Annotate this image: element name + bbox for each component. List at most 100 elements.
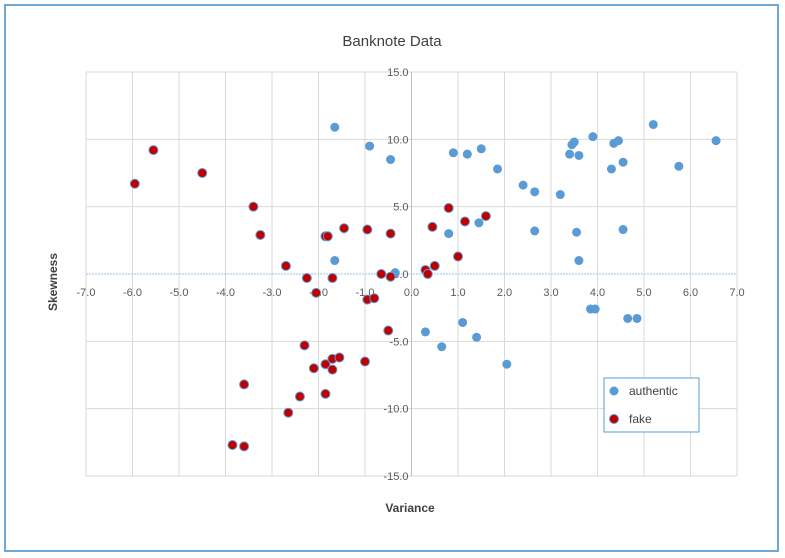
x-tick-label: 6.0 [683, 287, 698, 299]
point-fake-5 [280, 260, 291, 271]
point-authentic-15 [606, 164, 616, 174]
point-authentic-31 [437, 342, 447, 352]
point-fake-31 [327, 364, 338, 375]
x-tick-label: 3.0 [543, 287, 558, 299]
point-fake-0 [129, 178, 140, 189]
point-authentic-13 [574, 150, 584, 160]
point-authentic-21 [711, 136, 721, 146]
point-fake-36 [283, 407, 294, 418]
point-authentic-2 [386, 155, 396, 165]
y-tick-label: -10.0 [383, 404, 408, 416]
point-authentic-17 [613, 136, 623, 146]
point-authentic-38 [632, 313, 642, 323]
x-tick-label: 4.0 [590, 287, 605, 299]
point-authentic-4 [462, 149, 472, 159]
x-axis-ticks: -7.0-6.0-5.0-4.0-3.0-2.0-1.00.01.02.03.0… [77, 287, 745, 299]
point-authentic-28 [330, 256, 340, 266]
point-fake-2 [197, 168, 208, 178]
point-fake-26 [369, 293, 380, 304]
y-tick-label: -5.0 [390, 336, 409, 348]
y-tick-label: 5.0 [393, 202, 408, 214]
point-authentic-32 [458, 317, 468, 327]
point-fake-29 [320, 359, 331, 370]
x-axis-title: Variance [385, 501, 435, 515]
point-fake-15 [385, 271, 396, 282]
point-fake-38 [227, 440, 238, 451]
point-authentic-6 [493, 164, 503, 174]
point-fake-33 [360, 356, 370, 367]
point-authentic-30 [420, 327, 430, 337]
x-tick-label: 7.0 [729, 287, 744, 299]
x-tick-label: -4.0 [216, 287, 235, 299]
legend: authentic fake [603, 377, 700, 433]
point-authentic-23 [474, 218, 484, 228]
point-fake-35 [320, 388, 331, 399]
x-tick-label: 2.0 [497, 287, 512, 299]
point-authentic-0 [330, 122, 340, 132]
point-fake-3 [248, 201, 259, 212]
point-fake-11 [339, 223, 350, 234]
y-axis-title: Skewness [46, 253, 60, 311]
point-authentic-10 [565, 149, 575, 159]
point-fake-27 [299, 340, 310, 351]
point-authentic-26 [574, 256, 584, 266]
y-tick-label: 10.0 [387, 134, 408, 146]
y-tick-label: -15.0 [383, 471, 408, 483]
x-tick-label: -5.0 [170, 287, 189, 299]
point-fake-7 [311, 287, 322, 298]
point-fake-21 [453, 251, 463, 262]
point-authentic-5 [476, 144, 486, 154]
x-tick-label: -3.0 [263, 287, 282, 299]
data-points [129, 120, 721, 452]
point-authentic-20 [674, 161, 684, 171]
point-authentic-34 [502, 359, 512, 369]
point-fake-6 [301, 273, 312, 284]
x-tick-label: 1.0 [450, 287, 465, 299]
point-authentic-8 [530, 187, 540, 197]
point-authentic-3 [448, 148, 458, 158]
point-authentic-36 [590, 304, 600, 314]
y-tick-label: 15.0 [387, 67, 408, 79]
legend-marker-authentic [609, 386, 619, 396]
legend-label-fake: fake [629, 412, 652, 426]
x-tick-label: -7.0 [77, 287, 96, 299]
point-authentic-1 [365, 141, 375, 151]
x-tick-label: -6.0 [123, 287, 142, 299]
point-fake-20 [443, 203, 454, 214]
point-authentic-7 [518, 180, 528, 190]
x-tick-label: 0.0 [404, 287, 419, 299]
plot-grid [85, 71, 738, 477]
point-authentic-9 [555, 190, 565, 200]
legend-box [603, 377, 700, 433]
point-authentic-18 [618, 157, 628, 167]
point-fake-22 [459, 216, 470, 227]
point-fake-9 [322, 231, 333, 242]
y-axis-ticks: 15.010.05.00.0-5.0-10.0-15.0 [383, 67, 408, 483]
point-fake-19 [429, 260, 440, 271]
point-fake-14 [385, 228, 396, 239]
x-tick-label: 5.0 [636, 287, 651, 299]
point-authentic-14 [588, 132, 598, 142]
point-fake-17 [422, 269, 433, 279]
point-authentic-22 [444, 229, 454, 239]
point-authentic-27 [618, 225, 628, 235]
point-fake-39 [239, 441, 250, 452]
point-fake-1 [148, 145, 159, 156]
point-fake-10 [327, 273, 338, 284]
point-fake-34 [294, 391, 305, 402]
legend-label-authentic: authentic [629, 384, 678, 398]
point-authentic-33 [472, 332, 482, 342]
chart-title: Banknote Data [342, 33, 442, 50]
point-authentic-19 [648, 120, 658, 130]
point-fake-37 [239, 379, 250, 390]
point-fake-18 [427, 221, 438, 232]
point-fake-32 [334, 352, 345, 363]
legend-marker-fake [609, 414, 619, 424]
point-authentic-24 [530, 226, 540, 236]
point-fake-24 [383, 325, 394, 336]
point-fake-23 [480, 211, 491, 222]
point-fake-28 [308, 363, 319, 374]
point-fake-4 [255, 229, 266, 240]
point-authentic-25 [572, 227, 582, 237]
